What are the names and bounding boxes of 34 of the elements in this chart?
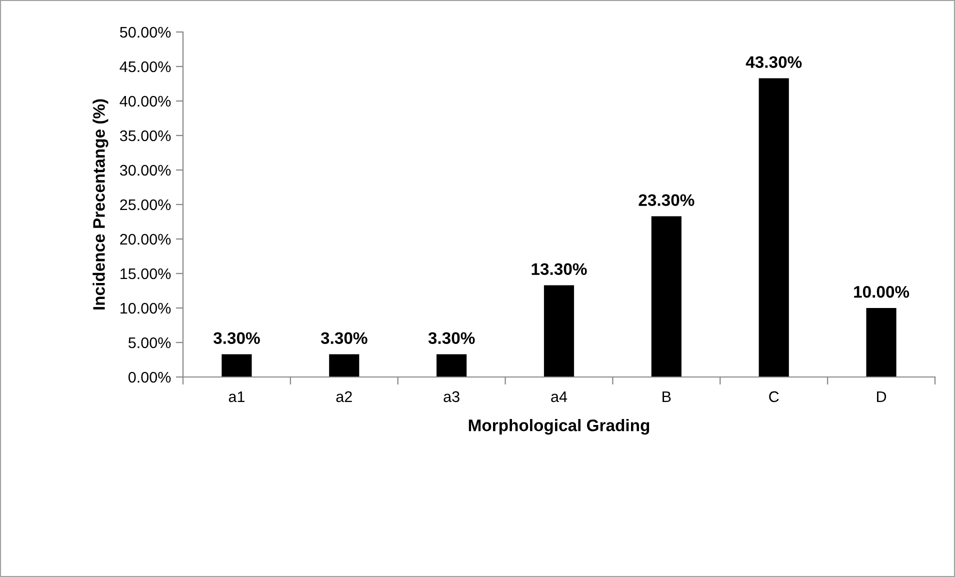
y-tick-label: 45.00% <box>120 61 171 72</box>
y-tick-label: 25.00% <box>120 199 171 210</box>
bar <box>544 285 574 377</box>
x-tick-label: a4 <box>551 391 568 402</box>
y-tick-label: 20.00% <box>120 234 171 245</box>
y-tick-label: 5.00% <box>128 337 171 348</box>
y-axis-title: Incidence Precentange (%) <box>92 99 108 310</box>
bar <box>651 216 682 377</box>
bar <box>866 308 896 377</box>
y-tick-label: 35.00% <box>120 130 171 142</box>
x-tick-label: D <box>877 391 886 402</box>
data-label: 13.30% <box>532 263 587 276</box>
x-axis-title: Morphological Grading <box>468 419 650 435</box>
bar <box>329 354 360 377</box>
x-tick-label: a1 <box>228 391 244 402</box>
x-tick-label: B <box>662 391 671 402</box>
data-label: 3.30% <box>428 332 475 344</box>
y-tick-label: 15.00% <box>120 268 171 280</box>
data-label: 43.30% <box>746 56 802 68</box>
y-tick-label: 10.00% <box>120 302 171 314</box>
bar <box>222 354 252 377</box>
x-tick-label: a3 <box>444 391 460 402</box>
y-tick-label: 0.00% <box>128 372 171 383</box>
x-tick-label: C <box>769 391 779 402</box>
bar <box>758 78 789 377</box>
y-tick-label: 50.00% <box>120 26 171 38</box>
y-tick-label: 30.00% <box>120 164 171 176</box>
bar <box>436 354 467 377</box>
data-label: 23.30% <box>638 194 694 206</box>
data-label: 10.00% <box>854 286 910 298</box>
y-tick-label: 40.00% <box>120 96 171 107</box>
data-label: 3.30% <box>213 332 260 344</box>
data-label: 3.30% <box>320 332 368 344</box>
x-tick-label: a2 <box>336 391 352 402</box>
